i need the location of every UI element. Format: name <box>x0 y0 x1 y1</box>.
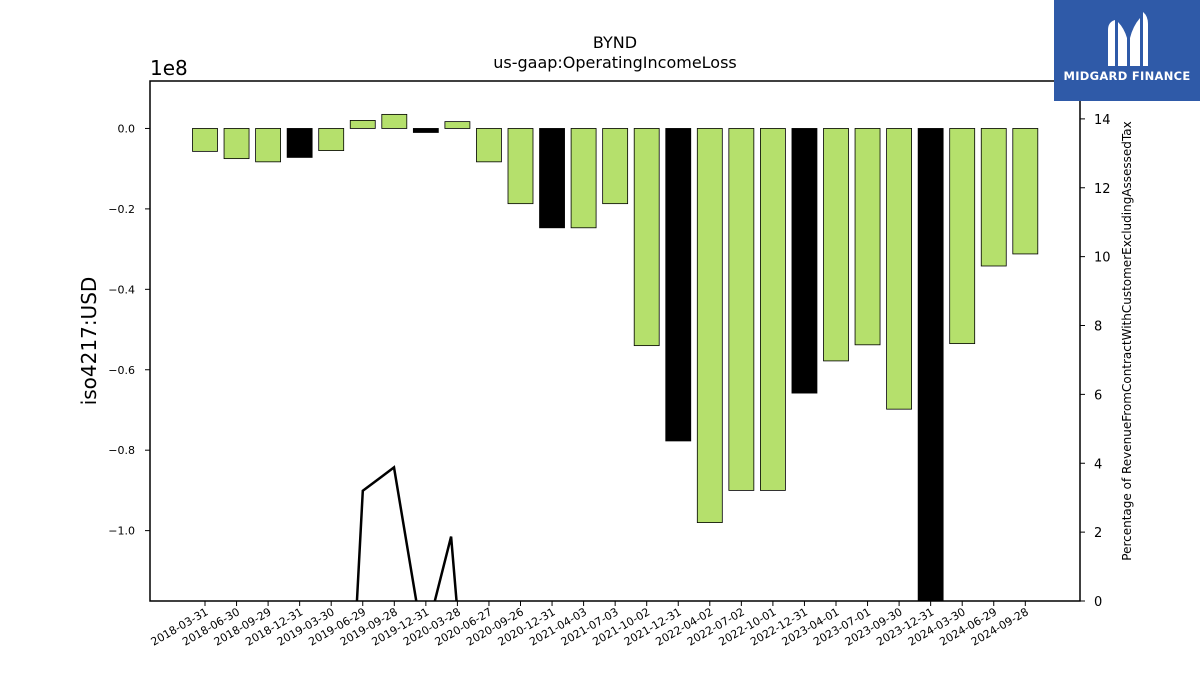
brand-logo: MIDGARD FINANCE <box>1054 0 1200 101</box>
bar-2023-07-01 <box>854 128 881 346</box>
y-tick-label: 0.0 <box>118 122 136 135</box>
bar-2024-09-28 <box>1012 128 1039 255</box>
y-tick-label: −0.4 <box>108 283 135 296</box>
y2-tick-label: 14 <box>1094 113 1111 128</box>
chart-title: BYND <box>593 33 637 52</box>
y-axis-right: 0 2 4 6 8 10 12 14 <box>1080 113 1111 610</box>
y-axis-label: iso4217:USD <box>77 277 101 406</box>
bar-2018-09-29 <box>255 128 282 163</box>
bar-2022-12-31 <box>791 128 818 394</box>
y2-axis-label: Percentage of RevenueFromContractWithCus… <box>1120 121 1134 560</box>
bar-2024-06-29 <box>980 128 1007 267</box>
bar-2019-12-31 <box>412 128 439 133</box>
bar-2023-12-31 <box>917 128 944 601</box>
bar-2022-10-01 <box>760 128 786 491</box>
y2-tick-label: 10 <box>1094 251 1111 266</box>
midgard-logo-icon <box>1108 12 1148 66</box>
bar-2019-06-29 <box>349 120 376 129</box>
bar-2019-09-28 <box>381 113 408 129</box>
bars-group <box>192 113 1039 601</box>
brand-name: MIDGARD FINANCE <box>1063 69 1191 83</box>
bar-2023-04-01 <box>823 128 849 362</box>
chart-subtitle: us-gaap:OperatingIncomeLoss <box>493 53 737 72</box>
bar-2020-06-27 <box>476 128 502 163</box>
bar-2020-12-31 <box>539 128 565 229</box>
y2-tick-label: 4 <box>1094 457 1102 472</box>
bar-2021-07-03 <box>602 128 629 205</box>
y-tick-label: −0.8 <box>108 444 135 457</box>
y2-tick-label: 0 <box>1094 595 1102 610</box>
bar-2021-04-03 <box>570 128 597 229</box>
y-offset-label: 1e8 <box>150 56 188 80</box>
y2-tick-label: 12 <box>1094 182 1111 197</box>
y-axis-left: 0.0 −0.2 −0.4 −0.6 −0.8 −1.0 <box>108 122 150 538</box>
bar-2018-12-31 <box>286 128 313 158</box>
line-group <box>355 465 458 601</box>
bar-2020-09-26 <box>507 128 534 205</box>
bar-2022-07-02 <box>728 128 755 491</box>
bar-2018-03-31 <box>192 128 218 152</box>
bar-2022-04-02 <box>696 128 723 523</box>
percentage-line <box>355 465 458 601</box>
y-tick-label: −0.6 <box>108 364 135 377</box>
bar-2020-03-28 <box>444 121 471 129</box>
bar-2021-10-02 <box>633 128 660 347</box>
bar-2019-03-30 <box>318 128 345 151</box>
y2-tick-label: 8 <box>1094 320 1102 335</box>
bar-2023-09-30 <box>886 128 912 410</box>
x-axis: 2018-03-312018-06-302018-09-292018-12-31… <box>149 601 1031 649</box>
bar-2021-12-31 <box>665 128 692 442</box>
y2-tick-label: 2 <box>1094 526 1102 541</box>
y2-tick-label: 6 <box>1094 388 1102 403</box>
bar-2018-06-30 <box>223 128 250 160</box>
bar-2024-03-30 <box>949 128 976 345</box>
y-tick-label: −0.2 <box>108 203 135 216</box>
y-tick-label: −1.0 <box>108 525 135 538</box>
